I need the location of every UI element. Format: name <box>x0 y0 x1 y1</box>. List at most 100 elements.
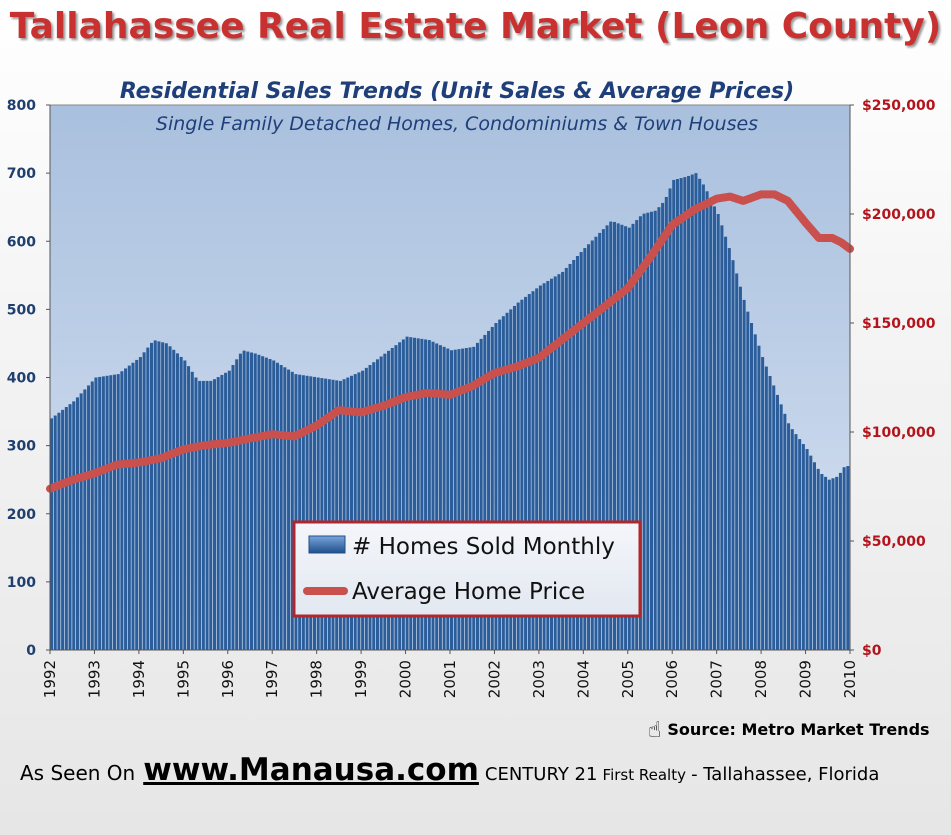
bar <box>638 216 642 650</box>
bar <box>138 357 142 650</box>
bar <box>505 312 509 650</box>
bar <box>605 225 609 650</box>
bar <box>790 429 794 650</box>
bar <box>412 337 416 650</box>
bar <box>283 367 287 650</box>
bar <box>157 341 161 650</box>
bar <box>450 350 454 650</box>
bar <box>494 323 498 650</box>
bar <box>709 198 713 651</box>
left-tick-label: 200 <box>7 507 36 523</box>
bar <box>657 207 661 650</box>
left-tick-label: 300 <box>7 439 36 455</box>
bar <box>520 299 524 650</box>
legend-swatch-bars <box>308 535 346 554</box>
bar <box>475 342 479 650</box>
bar <box>379 356 383 650</box>
bar <box>112 374 116 650</box>
price-line-series <box>46 190 854 493</box>
bar <box>783 413 787 650</box>
bar <box>98 376 102 650</box>
bar <box>264 357 268 650</box>
footer-site-link[interactable]: www.Manausa.com <box>143 752 479 788</box>
bar <box>738 286 742 650</box>
bar <box>612 221 616 650</box>
chart-title: Tallahassee Real Estate Market (Leon Cou… <box>9 6 942 47</box>
bar <box>631 223 635 650</box>
bar <box>409 337 413 650</box>
bar <box>464 347 468 650</box>
bar <box>375 359 379 650</box>
bar <box>131 362 135 650</box>
bar <box>290 371 294 650</box>
bar <box>816 468 820 650</box>
hand-icon: ☝ <box>648 718 662 743</box>
bar <box>794 434 798 650</box>
bar <box>342 379 346 650</box>
bar <box>150 342 154 650</box>
bar <box>272 360 276 650</box>
bar <box>194 377 198 650</box>
bar <box>561 271 565 650</box>
bar <box>542 283 546 650</box>
bar <box>335 380 339 650</box>
bar <box>568 263 572 650</box>
bar <box>564 267 568 650</box>
bar <box>368 365 372 650</box>
right-tick-label: $50,000 <box>862 534 926 550</box>
bar <box>201 380 205 650</box>
bar <box>653 210 657 650</box>
bar <box>661 202 665 650</box>
bar <box>127 365 131 650</box>
bar <box>553 276 557 650</box>
bar <box>498 319 502 650</box>
bar <box>824 476 828 650</box>
bar <box>346 377 350 650</box>
bar <box>394 345 398 650</box>
x-tick-label: 1996 <box>219 660 237 698</box>
bar <box>672 179 676 650</box>
bar <box>298 374 302 650</box>
bar <box>772 385 776 650</box>
bar <box>109 375 113 650</box>
left-tick-label: 600 <box>7 234 36 250</box>
bar <box>479 338 483 650</box>
bar <box>242 350 246 650</box>
bar <box>483 334 487 650</box>
x-tick-label: 2006 <box>663 660 681 698</box>
bar <box>338 380 342 650</box>
bar <box>220 374 224 650</box>
x-tick-label: 1995 <box>174 660 192 698</box>
bar <box>538 285 542 650</box>
bar <box>809 455 813 650</box>
right-tick-label: $250,000 <box>862 98 936 114</box>
bar <box>405 336 409 651</box>
bar <box>161 342 165 650</box>
left-tick-label: 800 <box>7 98 36 114</box>
footer-brand: CENTURY 21 <box>484 764 598 785</box>
bar <box>694 173 698 651</box>
bar <box>835 476 839 650</box>
bar <box>116 374 120 650</box>
bar <box>238 353 242 650</box>
bar <box>735 273 739 650</box>
bar <box>327 379 331 650</box>
chart-subtitle-2: Single Family Detached Homes, Condominiu… <box>156 113 758 135</box>
bar <box>224 372 228 650</box>
bar <box>168 346 172 650</box>
bar <box>175 353 179 650</box>
bar <box>53 415 57 650</box>
bar <box>594 236 598 650</box>
x-tick-label: 2003 <box>530 660 548 698</box>
bar <box>94 377 98 650</box>
bar <box>501 316 505 650</box>
bar <box>153 340 157 650</box>
bar <box>79 393 83 650</box>
bar <box>472 346 476 650</box>
bar <box>627 227 631 651</box>
bar <box>646 212 650 650</box>
bar <box>557 274 561 650</box>
bar <box>390 347 394 650</box>
left-tick-label: 0 <box>26 643 36 659</box>
bar <box>842 467 846 650</box>
